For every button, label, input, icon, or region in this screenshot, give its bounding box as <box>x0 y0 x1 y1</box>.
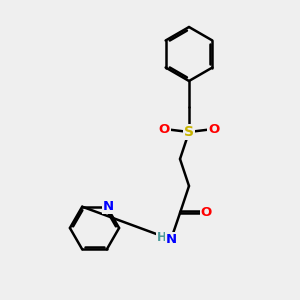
Text: N: N <box>166 233 177 246</box>
Text: O: O <box>159 122 170 136</box>
Text: N: N <box>103 200 114 213</box>
Text: H: H <box>157 231 167 244</box>
Text: O: O <box>201 206 212 220</box>
Text: S: S <box>184 125 194 139</box>
Text: O: O <box>208 122 219 136</box>
